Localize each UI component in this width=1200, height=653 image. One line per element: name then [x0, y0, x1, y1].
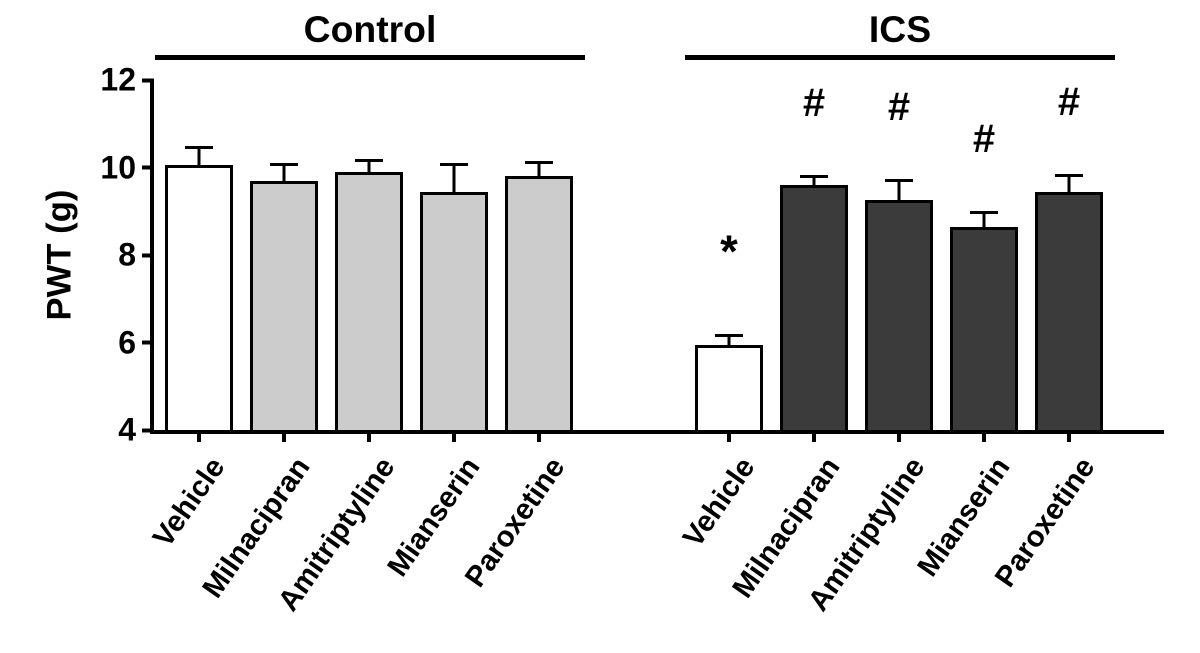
bar	[695, 345, 763, 430]
group-header-label: Control	[155, 8, 585, 51]
sig-hash: #	[888, 85, 910, 130]
group-header-rule	[155, 55, 585, 60]
x-tick-mark	[1067, 430, 1071, 442]
error-bar	[728, 336, 731, 345]
sig-hash: #	[973, 117, 995, 162]
bar	[865, 200, 933, 430]
x-tick-mark	[452, 430, 456, 442]
pwt-bar-chart: ControlICS PWT (g) 4681012 *#### Vehicle…	[0, 0, 1200, 653]
bar	[165, 165, 233, 430]
bar	[780, 185, 848, 430]
error-cap	[800, 175, 828, 178]
x-tick-mark	[812, 430, 816, 442]
plot-area: 4681012 *#### VehicleMilnacipranAmitript…	[150, 80, 1164, 434]
y-tick-label: 6	[118, 324, 142, 361]
sig-asterisk: *	[720, 226, 738, 278]
y-tick-label: 12	[100, 62, 142, 99]
y-tick-mark	[142, 253, 154, 257]
bar	[335, 172, 403, 430]
error-bar	[453, 165, 456, 191]
x-tick-mark	[537, 430, 541, 442]
y-tick-mark	[142, 341, 154, 345]
error-cap	[715, 334, 743, 337]
y-tick-label: 4	[118, 412, 142, 449]
error-bar	[198, 148, 201, 166]
x-tick-mark	[982, 430, 986, 442]
error-cap	[970, 211, 998, 214]
x-tick-mark	[727, 430, 731, 442]
error-cap	[440, 163, 468, 166]
error-cap	[1055, 174, 1083, 177]
x-tick-mark	[897, 430, 901, 442]
group-header-label: ICS	[685, 8, 1115, 51]
error-cap	[355, 159, 383, 162]
group-header-ics: ICS	[685, 8, 1115, 60]
y-tick-mark	[142, 166, 154, 170]
bar	[250, 181, 318, 430]
error-bar	[283, 165, 286, 180]
y-tick-label: 10	[100, 149, 142, 186]
y-tick: 8	[118, 237, 154, 274]
y-tick-mark	[142, 428, 154, 432]
y-tick-mark	[142, 78, 154, 82]
bar	[950, 227, 1018, 430]
group-header-control: Control	[155, 8, 585, 60]
y-tick: 12	[100, 62, 154, 99]
bar	[420, 192, 488, 430]
error-bar	[898, 181, 901, 201]
error-bar	[813, 177, 816, 185]
sig-hash: #	[1058, 80, 1080, 125]
error-cap	[185, 146, 213, 149]
x-tick-mark	[197, 430, 201, 442]
y-axis-title: PWT (g)	[41, 190, 80, 321]
x-tick-mark	[367, 430, 371, 442]
y-tick: 4	[118, 412, 154, 449]
group-header-rule	[685, 55, 1115, 60]
bars-layer: * # # # #	[154, 80, 1164, 430]
x-tick-mark	[282, 430, 286, 442]
error-bar	[1068, 176, 1071, 191]
error-bar	[983, 213, 986, 226]
y-tick: 6	[118, 324, 154, 361]
error-bar	[368, 161, 371, 172]
error-cap	[885, 179, 913, 182]
y-tick: 10	[100, 149, 154, 186]
sig-hash: #	[803, 81, 825, 126]
y-tick-label: 8	[118, 237, 142, 274]
error-bar	[538, 163, 541, 176]
bar	[505, 176, 573, 430]
bar	[1035, 192, 1103, 430]
error-cap	[270, 163, 298, 166]
error-cap	[525, 161, 553, 164]
